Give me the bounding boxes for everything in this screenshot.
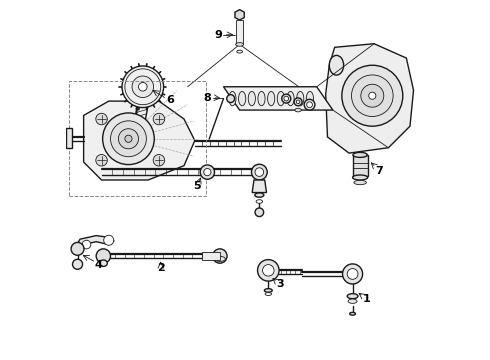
Circle shape xyxy=(213,249,227,263)
Polygon shape xyxy=(84,101,195,180)
Ellipse shape xyxy=(353,152,368,157)
Ellipse shape xyxy=(268,91,275,106)
Circle shape xyxy=(71,242,84,255)
Text: 7: 7 xyxy=(376,166,383,176)
Ellipse shape xyxy=(237,50,243,53)
Circle shape xyxy=(153,154,165,166)
Ellipse shape xyxy=(265,293,271,296)
Text: 6: 6 xyxy=(166,95,173,105)
Ellipse shape xyxy=(248,91,255,106)
Circle shape xyxy=(258,260,279,281)
Ellipse shape xyxy=(295,108,301,112)
Text: 3: 3 xyxy=(276,279,284,289)
Text: 4: 4 xyxy=(94,260,102,270)
Bar xyxy=(202,252,220,260)
Polygon shape xyxy=(326,44,414,153)
Circle shape xyxy=(82,240,91,249)
Circle shape xyxy=(200,165,215,179)
Ellipse shape xyxy=(347,294,358,299)
Bar xyxy=(66,128,72,148)
Ellipse shape xyxy=(304,99,315,110)
Circle shape xyxy=(119,129,139,149)
Text: 9: 9 xyxy=(214,30,222,40)
Text: 8: 8 xyxy=(203,93,211,103)
Ellipse shape xyxy=(354,180,367,185)
Circle shape xyxy=(255,168,264,176)
Ellipse shape xyxy=(255,193,264,197)
Ellipse shape xyxy=(348,299,357,303)
Text: 5: 5 xyxy=(193,181,200,192)
Circle shape xyxy=(111,121,147,157)
Ellipse shape xyxy=(287,91,294,106)
Ellipse shape xyxy=(353,175,368,180)
Ellipse shape xyxy=(282,94,291,103)
Text: 2: 2 xyxy=(157,263,165,273)
Ellipse shape xyxy=(227,95,235,103)
Ellipse shape xyxy=(294,98,302,106)
Circle shape xyxy=(368,92,376,99)
Text: 1: 1 xyxy=(363,294,371,304)
Polygon shape xyxy=(252,180,267,193)
Ellipse shape xyxy=(329,55,343,75)
Ellipse shape xyxy=(277,91,285,106)
Circle shape xyxy=(153,113,165,125)
Circle shape xyxy=(96,154,107,166)
Circle shape xyxy=(263,265,274,276)
Circle shape xyxy=(102,113,154,165)
Circle shape xyxy=(73,259,82,269)
Circle shape xyxy=(351,75,393,117)
Circle shape xyxy=(251,164,267,180)
Ellipse shape xyxy=(229,91,236,106)
Circle shape xyxy=(347,269,358,279)
Ellipse shape xyxy=(265,289,272,292)
Circle shape xyxy=(125,69,161,105)
Bar xyxy=(236,20,243,44)
Polygon shape xyxy=(223,87,333,110)
Circle shape xyxy=(125,135,132,142)
Ellipse shape xyxy=(296,100,300,104)
Polygon shape xyxy=(74,235,114,252)
Circle shape xyxy=(96,249,111,263)
Circle shape xyxy=(122,66,164,108)
Circle shape xyxy=(342,65,403,126)
Ellipse shape xyxy=(215,256,225,261)
Ellipse shape xyxy=(284,96,289,101)
Polygon shape xyxy=(235,10,245,20)
Ellipse shape xyxy=(99,260,107,266)
Ellipse shape xyxy=(306,91,314,106)
Ellipse shape xyxy=(296,91,304,106)
Ellipse shape xyxy=(258,91,265,106)
Ellipse shape xyxy=(307,102,313,108)
Ellipse shape xyxy=(239,91,245,106)
Circle shape xyxy=(104,235,114,245)
Circle shape xyxy=(139,82,147,91)
Circle shape xyxy=(96,113,107,125)
Ellipse shape xyxy=(350,312,355,315)
Ellipse shape xyxy=(256,200,263,203)
Ellipse shape xyxy=(236,42,244,46)
Circle shape xyxy=(132,76,153,98)
Circle shape xyxy=(343,264,363,284)
Circle shape xyxy=(204,168,211,176)
Circle shape xyxy=(255,208,264,217)
Bar xyxy=(69,81,205,196)
Bar xyxy=(353,155,368,176)
Circle shape xyxy=(361,84,384,107)
